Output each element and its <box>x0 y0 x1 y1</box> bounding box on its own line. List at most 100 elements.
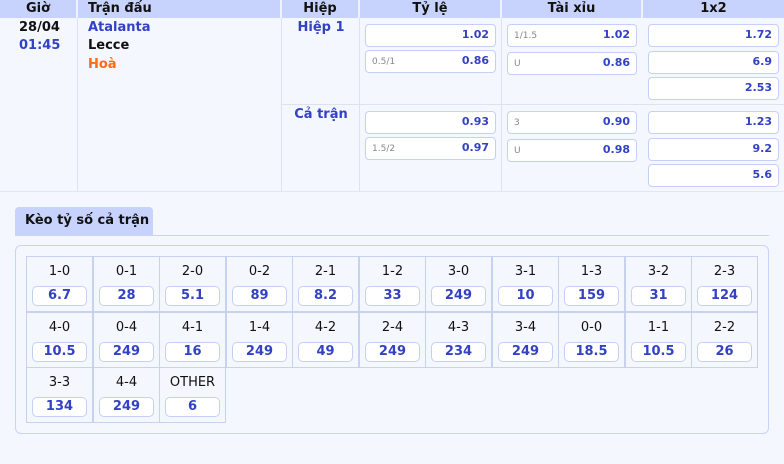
score-odds-button[interactable]: 159 <box>564 286 619 306</box>
score-label: 2-0 <box>181 264 204 279</box>
1x2-odds-button[interactable]: 1.72 <box>648 24 779 47</box>
1x2-odds-button[interactable]: 2.53 <box>648 77 779 100</box>
score-cell: 4-0 10.5 <box>26 311 93 368</box>
draw-label: Hoà <box>88 57 117 72</box>
score-label: 3-4 <box>514 319 537 335</box>
score-odds-button[interactable]: 18.5 <box>564 341 619 362</box>
score-odds-button[interactable]: 124 <box>697 286 752 306</box>
line-label: U <box>514 59 521 69</box>
odds-value: 5.6 <box>752 168 773 181</box>
header-match: Trận đấu <box>78 0 282 18</box>
odds-value: 1.02 <box>461 28 489 41</box>
tab-underline <box>15 235 769 236</box>
score-label: 4-4 <box>115 375 138 390</box>
score-cell: 4-2 49 <box>292 311 359 368</box>
match-column <box>78 18 282 191</box>
period-name: Cả trận <box>294 107 348 122</box>
score-odds-button[interactable]: 28 <box>99 286 154 306</box>
header-time: Giờ <box>0 0 78 18</box>
score-cell: 4-1 16 <box>159 311 226 368</box>
score-odds-button[interactable]: 33 <box>365 286 420 306</box>
score-odds-button[interactable]: 6 <box>165 397 220 417</box>
score-label: 1-2 <box>381 264 404 279</box>
handicap-odds-button[interactable]: 0.5/1 0.86 <box>365 50 496 73</box>
score-label: 0-2 <box>248 264 271 279</box>
score-label: 2-4 <box>381 319 404 335</box>
odds-value: 1.23 <box>744 115 772 128</box>
score-odds-button[interactable]: 249 <box>498 341 553 362</box>
odds-value: 6.9 <box>752 54 773 68</box>
score-odds-button[interactable]: 5.1 <box>165 286 220 306</box>
1x2-odds-button[interactable]: 9.2 <box>648 137 779 161</box>
correct-score-panel <box>15 245 769 434</box>
score-cell: 4-3 234 <box>425 311 492 368</box>
score-odds-button[interactable]: 249 <box>99 397 154 417</box>
score-odds-button[interactable]: 6.7 <box>32 286 87 306</box>
score-odds-button[interactable]: 26 <box>697 341 752 362</box>
1x2-odds-button[interactable]: 5.6 <box>648 164 779 187</box>
1x2-odds-button[interactable]: 6.9 <box>648 50 779 74</box>
score-cell: 3-1 10 <box>492 256 559 312</box>
header-1x2: 1x2 <box>700 1 727 16</box>
match-date: 28/04 <box>19 20 60 35</box>
score-cell: 0-2 89 <box>226 256 293 312</box>
score-cell: 3-0 249 <box>425 256 492 312</box>
score-label: 1-0 <box>48 264 71 279</box>
handicap-odds-button[interactable]: 1.5/2 0.97 <box>365 137 496 160</box>
score-odds-button[interactable]: 134 <box>32 397 87 417</box>
score-label: 2-3 <box>713 264 736 279</box>
overunder-odds-button[interactable]: U 0.98 <box>507 139 637 162</box>
score-odds-button[interactable]: 31 <box>631 286 686 306</box>
score-odds-button[interactable]: 10 <box>498 286 553 306</box>
score-label: 4-3 <box>447 319 470 335</box>
line-label: 3 <box>514 118 520 128</box>
score-label: 4-0 <box>48 319 71 335</box>
time-column <box>0 18 78 191</box>
score-label: 1-4 <box>248 319 271 335</box>
handicap-odds-button[interactable]: 0.93 <box>365 111 496 134</box>
score-odds-button[interactable]: 10.5 <box>631 341 686 362</box>
score-odds-button[interactable]: 249 <box>431 286 486 306</box>
table-header: Giờ Trận đấu Hiệp Tỷ lệ Tài xỉu 1x2 <box>0 0 784 18</box>
overunder-odds-button[interactable]: 1/1.5 1.02 <box>507 24 637 47</box>
header-handicap: Tỷ lệ <box>360 0 502 18</box>
score-odds-button[interactable]: 49 <box>298 341 353 362</box>
home-team[interactable]: Atalanta <box>88 20 151 35</box>
score-cell: 2-1 8.2 <box>292 256 359 312</box>
score-odds-button[interactable]: 249 <box>99 341 154 362</box>
overunder-odds-button[interactable]: U 0.86 <box>507 52 637 75</box>
divider <box>0 191 784 192</box>
score-odds-button[interactable]: 16 <box>165 341 220 362</box>
score-odds-button[interactable]: 89 <box>232 286 287 306</box>
score-odds-button[interactable]: 10.5 <box>32 341 87 362</box>
odds-value: 0.97 <box>461 141 489 154</box>
line-label: 1.5/2 <box>372 144 396 154</box>
odds-value: 0.86 <box>461 54 489 67</box>
line-label: 0.5/1 <box>372 57 396 67</box>
odds-value: 0.93 <box>461 115 489 128</box>
odds-value: 0.86 <box>602 56 630 69</box>
score-odds-button[interactable]: 8.2 <box>298 286 353 306</box>
score-label: 1-1 <box>647 319 670 335</box>
score-label: 3-1 <box>514 264 537 279</box>
line-label: 1/1.5 <box>514 31 538 41</box>
score-odds-button[interactable]: 249 <box>232 341 287 362</box>
overunder-odds-button[interactable]: 3 0.90 <box>507 111 637 134</box>
away-team[interactable]: Lecce <box>88 38 130 53</box>
score-label: 3-3 <box>48 375 71 390</box>
score-cell: 4-4 249 <box>93 367 160 423</box>
score-label: 0-1 <box>115 264 138 279</box>
1x2-odds-button[interactable]: 1.23 <box>648 111 779 134</box>
odds-value: 9.2 <box>752 141 773 155</box>
score-odds-button[interactable]: 249 <box>365 341 420 362</box>
score-label: 4-2 <box>314 319 337 335</box>
handicap-odds-button[interactable]: 1.02 <box>365 24 496 47</box>
score-odds-button[interactable]: 234 <box>431 341 486 362</box>
score-cell: 1-4 249 <box>226 311 293 368</box>
score-cell: 0-4 249 <box>93 311 160 368</box>
score-label: 3-0 <box>447 264 470 279</box>
score-label: 2-1 <box>314 264 337 279</box>
score-cell: 3-4 249 <box>492 311 559 368</box>
tab-correct-score[interactable]: Kèo tỷ số cả trận <box>15 207 153 236</box>
score-label: 3-2 <box>647 264 670 279</box>
